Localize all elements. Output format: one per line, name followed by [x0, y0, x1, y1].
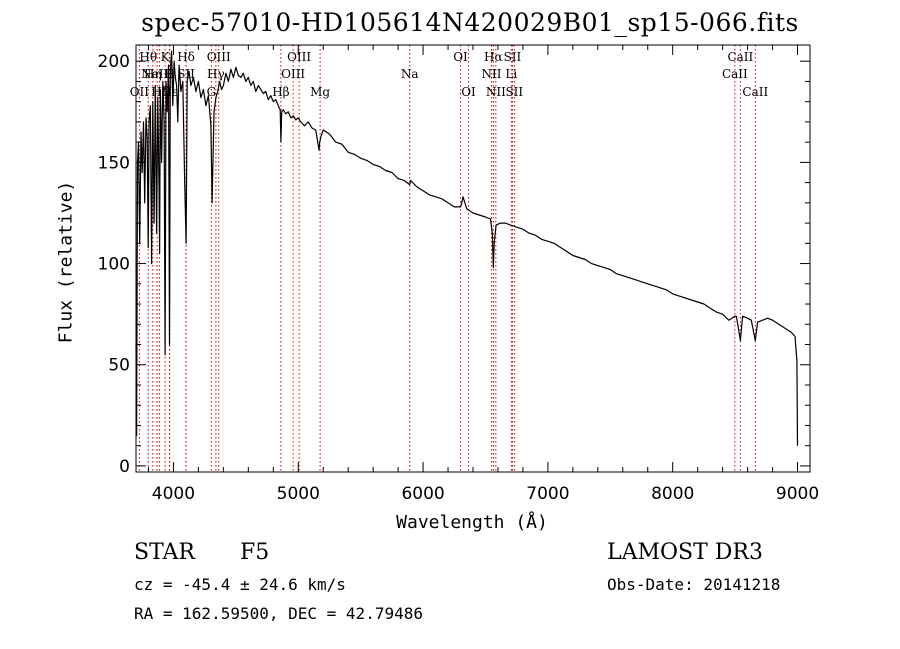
line-label-15: OIII	[287, 50, 311, 64]
line-label-20: NII	[481, 67, 501, 81]
y-tick-label-2: 100	[98, 255, 130, 275]
line-label-11: Hγ	[207, 67, 225, 81]
line-label-3: NeIII	[141, 67, 173, 81]
axes-frame	[135, 44, 811, 473]
redshift-text: cz = -45.4 ± 24.6 km/s	[134, 575, 346, 594]
line-label-1: Hθ	[139, 50, 157, 64]
survey-name: LAMOST DR3	[607, 540, 763, 565]
line-label-17: Na	[401, 67, 419, 81]
line-label-8: Hδ	[177, 50, 195, 64]
line-label-24: SII	[504, 50, 522, 64]
line-label-12: OIII	[207, 50, 231, 64]
line-label-0: OII	[130, 85, 150, 99]
line-label-5: K	[161, 50, 171, 64]
line-label-21: Hα	[484, 50, 503, 64]
line-label-2: Hη	[144, 67, 162, 81]
x-tick-label-3: 7000	[526, 484, 569, 504]
x-tick-label-4: 8000	[651, 484, 694, 504]
line-label-18: OI	[453, 50, 468, 64]
x-axis-label: Wavelength (Å)	[396, 512, 548, 533]
axis-ticks: 4000 5000 6000 7000 8000 9000 0 50 100 150 200	[98, 45, 819, 504]
line-markers	[138, 45, 756, 472]
line-label-25: SII	[505, 85, 523, 99]
x-tick-label-1: 5000	[277, 484, 320, 504]
x-tick-label-5: 9000	[776, 484, 819, 504]
line-label-6: H	[164, 67, 174, 81]
y-tick-label-4: 200	[98, 52, 130, 72]
object-class: STAR	[134, 540, 195, 565]
y-tick-label-1: 50	[108, 356, 130, 376]
object-subclass: F5	[240, 540, 270, 565]
line-label-16: Mg	[310, 85, 330, 99]
line-label-22: NII	[486, 85, 506, 99]
line-label-23: Li	[505, 67, 517, 81]
line-label-27: CaII	[727, 50, 753, 64]
x-tick-label-0: 4000	[152, 484, 195, 504]
line-label-28: CaII	[742, 85, 768, 99]
line-label-13: Hβ	[272, 85, 289, 99]
obs-date-text: Obs-Date: 20141218	[607, 575, 781, 594]
coordinates-text: RA = 162.59500, DEC = 42.79486	[134, 604, 423, 623]
spectrum-line	[135, 50, 799, 446]
line-label-10: G	[207, 85, 217, 99]
line-label-19: OI	[461, 85, 476, 99]
line-label-14: OIII	[281, 67, 305, 81]
y-tick-label-0: 0	[119, 457, 130, 477]
y-tick-label-3: 150	[98, 153, 130, 173]
chart-title: spec-57010-HD105614N420029B01_sp15-066.f…	[141, 8, 799, 37]
line-label-26: CaII	[722, 67, 748, 81]
x-tick-label-2: 6000	[401, 484, 444, 504]
line-label-9: SII	[177, 67, 195, 81]
